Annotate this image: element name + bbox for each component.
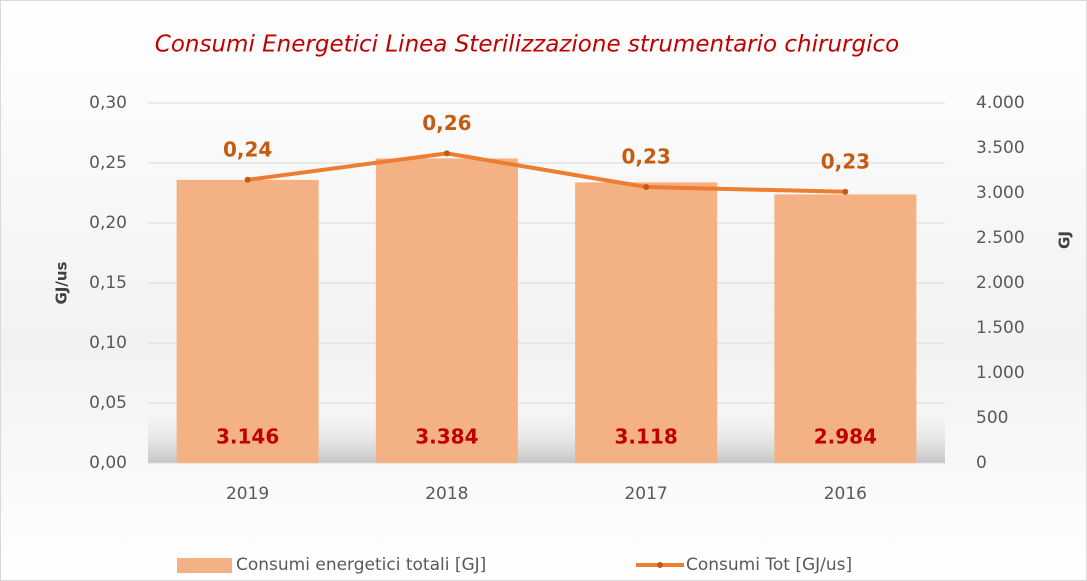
legend-label: Consumi energetici totali [GJ] [236,555,486,575]
x-tick-label: 2016 [824,484,867,504]
y2-tick-label: 3.000 [976,183,1025,203]
bar-value-label: 3.118 [614,425,677,449]
bar [774,194,917,463]
line-marker [842,188,849,195]
y2-axis-title: GJ [1056,231,1074,249]
bar-value-label: 3.146 [216,425,279,449]
y2-tick-label: 2.500 [976,228,1025,248]
x-tick-label: 2019 [226,484,269,504]
y2-tick-label: 1.500 [976,318,1025,338]
line-marker [244,176,251,183]
line-value-label: 0,26 [422,111,471,135]
x-tick-label: 2018 [425,484,468,504]
y2-tick-label: 3.500 [976,138,1025,158]
bar [176,179,319,464]
line [247,151,846,194]
line-marker [443,150,450,157]
y2-tick-label: 0 [976,453,987,473]
y2-tick-label: 4.000 [976,93,1025,113]
y-tick-label: 0,20 [89,213,127,233]
y-tick-label: 0,30 [89,93,127,113]
legend-marker [657,562,663,568]
y-tick-label: 0,10 [89,333,127,353]
y-tick-label: 0,05 [89,393,127,413]
y-tick-label: 0,25 [89,153,127,173]
y2-tick-label: 500 [976,408,1008,428]
line-value-label: 0,23 [621,145,670,169]
line-marker [643,184,650,190]
y-tick-label: 0,15 [89,273,127,293]
bar-value-label: 3.384 [415,425,478,449]
bar [575,182,718,463]
line-value-label: 0,24 [223,137,272,161]
legend-swatch [177,558,232,573]
chart-title: Consumi Energetici Linea Sterilizzazione… [155,32,899,58]
y2-tick-label: 2.000 [976,273,1025,293]
x-tick-label: 2017 [624,484,667,504]
y2-tick-label: 1.000 [976,363,1025,383]
y-axis-title: GJ/us [53,261,71,304]
y-tick-label: 0,00 [89,453,127,473]
bar-value-label: 2.984 [814,425,877,449]
bar [375,158,518,463]
legend-label: Consumi Tot [GJ/us] [686,555,852,575]
line-value-label: 0,23 [821,149,870,173]
